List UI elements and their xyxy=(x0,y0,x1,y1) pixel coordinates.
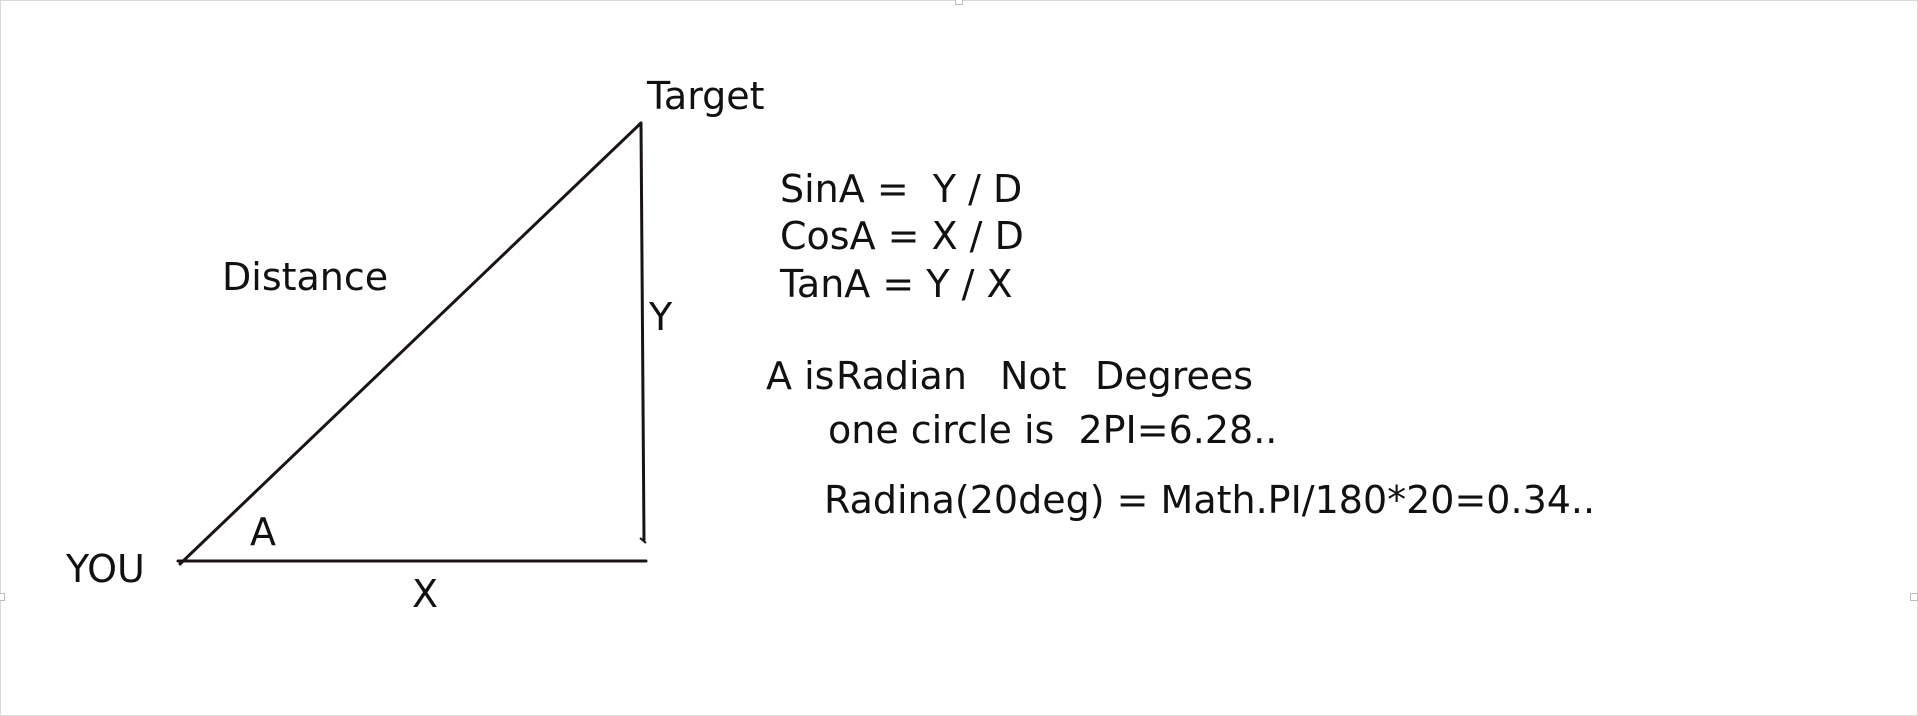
tangent-equation: TanA = Y / X xyxy=(780,262,1013,306)
sine-equation: SinA = Y / D xyxy=(780,167,1023,211)
side-y-label: Y xyxy=(649,295,673,339)
hypotenuse-line xyxy=(178,121,643,566)
you-label: YOU xyxy=(66,547,145,591)
target-label: Target xyxy=(647,74,765,118)
resize-handle-left xyxy=(0,593,5,601)
side-x-label: X xyxy=(412,572,439,616)
vertical-side-line xyxy=(639,121,646,542)
radian-note-part-c: Not xyxy=(1000,354,1067,398)
radian-note-part-a: A is xyxy=(766,354,835,398)
radian-note-part-b: Radian xyxy=(836,354,967,398)
circle-note: one circle is 2PI=6.28.. xyxy=(828,408,1278,452)
conversion-note: Radina(20deg) = Math.PI/180*20=0.34.. xyxy=(824,478,1596,522)
distance-label: Distance xyxy=(222,255,389,299)
corner-mark xyxy=(639,537,647,544)
resize-handle-top xyxy=(955,0,963,5)
cosine-equation: CosA = X / D xyxy=(780,214,1024,258)
resize-handle-right xyxy=(1910,593,1918,601)
angle-label: A xyxy=(250,510,276,554)
radian-note-part-d: Degrees xyxy=(1095,354,1254,398)
